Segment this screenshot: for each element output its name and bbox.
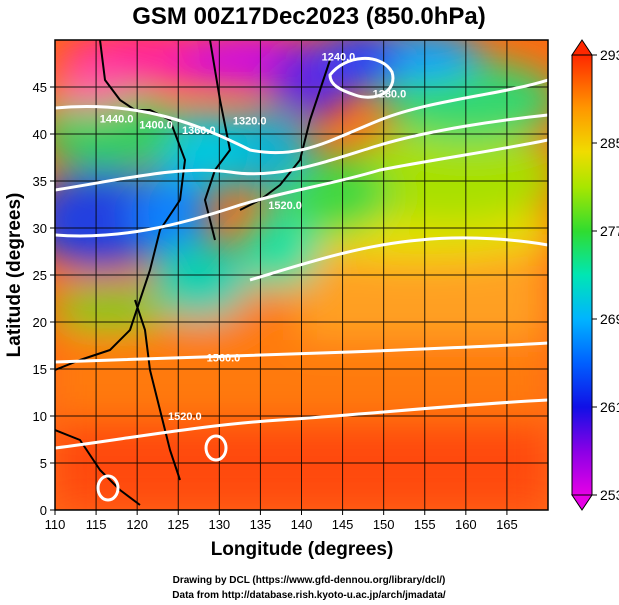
x-tick-label: 160 <box>455 517 477 532</box>
y-tick-label: 25 <box>33 268 47 283</box>
x-tick-label: 120 <box>126 517 148 532</box>
contour-line <box>328 57 395 99</box>
y-axis-ticks: 0 5 10 15 20 25 30 35 40 45 <box>33 80 55 518</box>
y-tick-label: 40 <box>33 127 47 142</box>
contour-line <box>55 341 548 364</box>
contour-label: 1560.0 <box>207 352 241 364</box>
plot-area: 1440.0 1400.0 1360.0 1320.0 1280.0 1240.0 1520… <box>55 40 548 510</box>
contour-line <box>55 113 548 192</box>
contour-label: 1520.0 <box>168 411 202 423</box>
contour-label: 1520.0 <box>268 200 302 212</box>
contour-line <box>96 474 120 502</box>
height-contours <box>55 57 548 502</box>
contour-label: 1320.0 <box>233 116 267 128</box>
colorbar-bottom-arrow <box>571 494 593 511</box>
y-tick-label: 10 <box>33 409 47 424</box>
credit-data: Data from http://database.rish.kyoto-u.a… <box>172 590 446 601</box>
y-tick-label: 45 <box>33 80 47 95</box>
contour-label: 1400.0 <box>139 119 173 131</box>
contour-line <box>55 78 548 155</box>
coastline-philippines <box>134 299 181 481</box>
x-tick-label: 110 <box>45 517 66 532</box>
colorbar-ticks: 253 261 269 277 285 293 <box>592 47 619 503</box>
contour-line <box>55 138 548 238</box>
colorbar-tick-label: 293 <box>600 47 619 63</box>
colorbar: 253 261 269 277 285 293 <box>571 39 619 511</box>
contour-line <box>204 434 228 462</box>
y-axis-label: Latitude (degrees) <box>4 193 25 358</box>
colorbar-scale <box>571 54 593 496</box>
colorbar-tick-label: 261 <box>600 399 619 415</box>
y-tick-label: 20 <box>33 315 47 330</box>
coastline-borneo <box>55 429 141 506</box>
x-tick-label: 125 <box>167 517 189 532</box>
coastline-asia <box>55 40 186 371</box>
colorbar-top-arrow <box>571 39 593 56</box>
contour-line <box>55 398 548 450</box>
colorbar-tick-label: 277 <box>600 223 619 239</box>
x-tick-label: 135 <box>250 517 272 532</box>
x-axis-ticks: 110 115 120 125 130 135 140 145 150 155 160 165 <box>45 510 518 532</box>
credit-drawing: Drawing by DCL (https://www.gfd-dennou.o… <box>173 575 446 586</box>
contour-label: 1440.0 <box>100 114 134 126</box>
x-tick-label: 155 <box>414 517 436 532</box>
colorbar-tick-label: 269 <box>600 311 619 327</box>
contour-labels: 1440.0 1400.0 1360.0 1320.0 1280.0 1240.0 1520… <box>100 52 406 423</box>
contour-label: 1360.0 <box>182 125 216 137</box>
contour-label: 1240.0 <box>322 52 356 64</box>
colorbar-tick-label: 285 <box>600 135 619 151</box>
y-tick-label: 15 <box>33 362 47 377</box>
x-tick-label: 150 <box>373 517 395 532</box>
x-tick-label: 165 <box>496 517 518 532</box>
x-axis-label: Longitude (degrees) <box>211 539 394 560</box>
y-tick-label: 0 <box>40 503 47 518</box>
x-tick-label: 115 <box>86 517 107 532</box>
x-tick-label: 130 <box>208 517 230 532</box>
contour-line <box>249 236 548 282</box>
y-tick-label: 35 <box>33 174 47 189</box>
chart-title: GSM 00Z17Dec2023 (850.0hPa) <box>132 3 486 30</box>
y-tick-label: 5 <box>40 456 47 471</box>
y-tick-label: 30 <box>33 221 47 236</box>
contour-label: 1280.0 <box>373 88 407 100</box>
colorbar-tick-label: 253 <box>600 487 619 503</box>
x-tick-label: 140 <box>291 517 313 532</box>
coastline-korea <box>204 40 231 241</box>
x-tick-label: 145 <box>332 517 354 532</box>
